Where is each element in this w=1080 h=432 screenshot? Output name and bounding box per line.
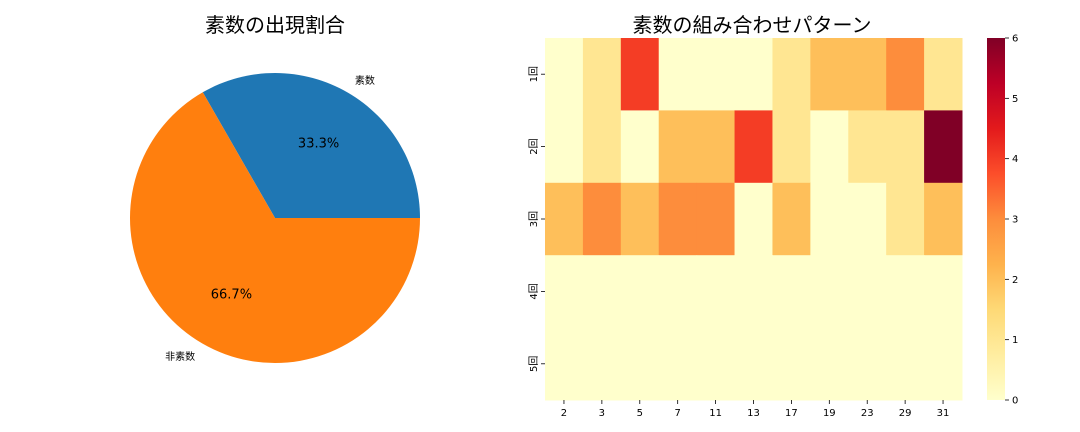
colorbar-tick-label: 1	[1012, 335, 1018, 346]
heatmap-cell	[924, 327, 963, 401]
heatmap-cell	[924, 110, 963, 184]
heatmap-title: 素数の組み合わせパターン	[633, 13, 872, 37]
heatmap-cell	[545, 110, 584, 184]
x-tick-label: 29	[899, 408, 912, 419]
pie-percent-label: 66.7%	[211, 287, 252, 302]
x-tick-label: 13	[747, 408, 760, 419]
heatmap-cell	[545, 327, 584, 401]
x-tick-label: 23	[861, 408, 874, 419]
heatmap-cell	[848, 110, 887, 184]
heatmap-cell	[696, 327, 736, 401]
heatmap-cell	[545, 255, 584, 329]
pie-slice	[129, 92, 421, 364]
heatmap-cell	[582, 327, 622, 401]
colorbar-tick-label: 4	[1012, 154, 1018, 165]
heatmap-cell	[620, 38, 660, 111]
heatmap-cell	[848, 327, 887, 401]
heatmap-cell	[886, 327, 925, 401]
heatmap-cell	[545, 182, 584, 256]
heatmap-cell	[848, 182, 887, 256]
x-tick-label: 11	[709, 408, 722, 419]
heatmap-cell	[772, 110, 811, 184]
heatmap-cell	[734, 110, 773, 184]
heatmap-cell	[772, 255, 811, 329]
pie-percent-label: 33.3%	[298, 137, 339, 152]
heatmap-cell	[924, 182, 963, 256]
heatmap-cell	[810, 110, 849, 184]
heatmap-cell	[734, 38, 773, 111]
heatmap-cell	[772, 327, 811, 401]
y-tick-label: 4回	[528, 283, 540, 299]
heatmap-cell	[886, 182, 925, 256]
colorbar-tick-label: 5	[1012, 94, 1018, 105]
heatmap-cell	[620, 110, 660, 184]
heatmap-cell	[658, 255, 698, 329]
pie-category-label: 素数	[355, 74, 375, 87]
heatmap-cell	[924, 38, 963, 111]
heatmap-cell	[620, 255, 660, 329]
heatmap-cell	[545, 38, 584, 111]
heatmap-cell	[886, 38, 925, 111]
y-tick-label: 3回	[528, 211, 540, 227]
heatmap-cell	[734, 327, 773, 401]
x-tick-label: 2	[561, 408, 567, 419]
heatmap-cell	[620, 327, 660, 401]
colorbar-tick-label: 3	[1012, 215, 1018, 226]
x-tick-label: 31	[937, 408, 950, 419]
heatmap-cell	[658, 182, 698, 256]
colorbar-tick-label: 2	[1012, 275, 1018, 286]
heatmap-y-ticks: 1回 2回 3回 4回 5回	[528, 66, 545, 372]
heatmap-cell	[848, 255, 887, 329]
pie-title: 素数の出現割合	[205, 13, 345, 37]
colorbar-ticks: 0 1 2 3 4 5 6	[1005, 34, 1018, 407]
heatmap-cell	[696, 110, 736, 184]
heatmap-cell	[886, 255, 925, 329]
heatmap-cell	[658, 327, 698, 401]
heatmap-cell	[582, 255, 622, 329]
heatmap-cell	[810, 327, 849, 401]
heatmap-cell	[772, 182, 811, 256]
heatmap-cell	[582, 110, 622, 184]
x-tick-label: 3	[599, 408, 605, 419]
heatmap-cell	[582, 38, 622, 111]
x-tick-label: 19	[823, 408, 836, 419]
heatmap-cell	[924, 255, 963, 329]
heatmap-cell	[582, 182, 622, 256]
pie-chart: 素数の出現割合 33.3% 素数 66.7% 非素数	[129, 13, 421, 364]
heatmap-cell	[696, 255, 736, 329]
pie-slices	[129, 73, 421, 364]
pie-labels: 33.3% 素数 66.7% 非素数	[165, 74, 375, 363]
y-tick-label: 1回	[528, 66, 540, 82]
heatmap-cell	[848, 38, 887, 111]
heatmap-cell	[696, 182, 736, 256]
heatmap-cell	[658, 38, 698, 111]
heatmap-cell	[620, 182, 660, 256]
heatmap-x-ticks: 2 3 5 7 11 13 17 19 23 29 31	[561, 400, 950, 419]
colorbar-tick-label: 0	[1012, 396, 1018, 407]
heatmap-cell	[810, 38, 849, 111]
pie-category-label: 非素数	[165, 350, 195, 363]
heatmap-cell	[734, 182, 773, 256]
x-tick-label: 5	[637, 408, 643, 419]
heatmap-cells	[545, 38, 963, 401]
heatmap-cell	[886, 110, 925, 184]
y-tick-label: 2回	[528, 138, 540, 154]
heatmap-chart: 素数の組み合わせパターン 2 3 5 7 11 13 17 19 23 29 31 1回2回3回4回…	[528, 13, 1018, 419]
colorbar	[987, 38, 1005, 400]
pie-slice	[202, 73, 420, 218]
heatmap-cell	[772, 38, 811, 111]
x-tick-label: 7	[674, 408, 680, 419]
heatmap-cell	[734, 255, 773, 329]
heatmap-cell	[658, 110, 698, 184]
x-tick-label: 17	[785, 408, 798, 419]
colorbar-tick-label: 6	[1012, 34, 1018, 45]
heatmap-cell	[696, 38, 736, 111]
heatmap-cell	[810, 255, 849, 329]
heatmap-cell	[810, 182, 849, 256]
y-tick-label: 5回	[528, 356, 540, 372]
